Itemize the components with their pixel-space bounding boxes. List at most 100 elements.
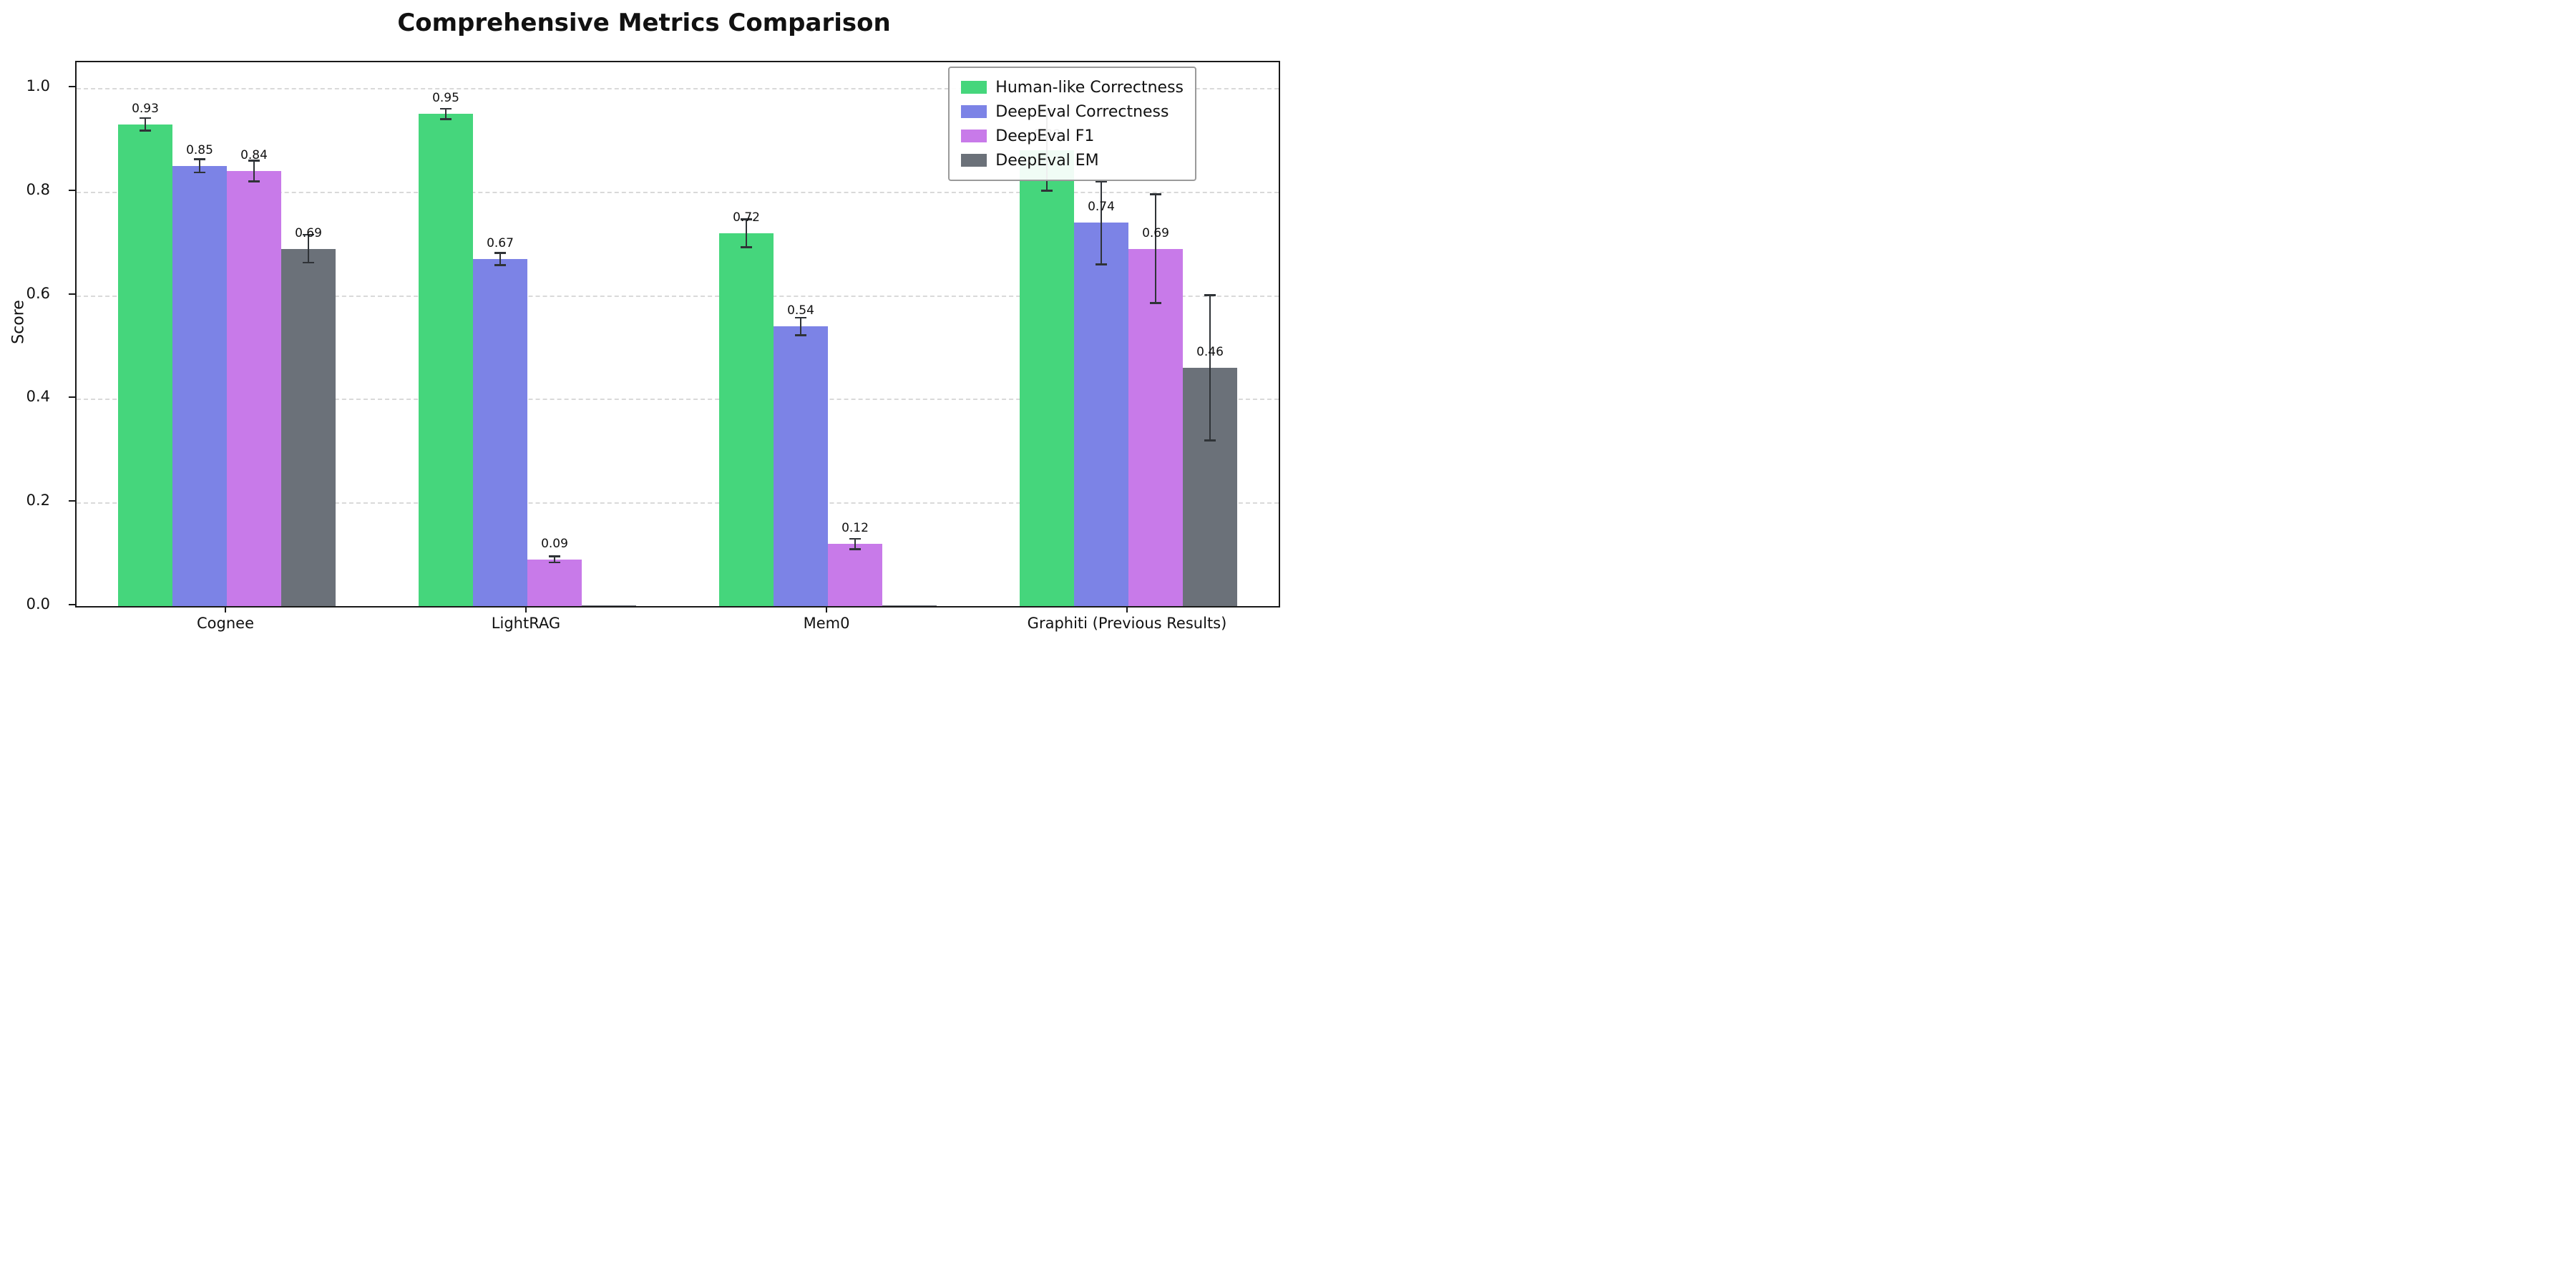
bar-value-label: 0.09 <box>541 536 568 551</box>
x-tick-label: Graphiti (Previous Results) <box>1027 615 1227 632</box>
legend-label: DeepEval F1 <box>995 127 1095 145</box>
x-tick-mark <box>1126 606 1128 613</box>
x-tick-mark <box>826 606 827 613</box>
gridline <box>77 88 1279 90</box>
error-bar-cap-top <box>741 218 752 220</box>
error-bar-cap-bottom <box>303 261 314 264</box>
error-bar-cap-bottom <box>440 118 452 120</box>
bar <box>1128 248 1183 606</box>
error-bar-line <box>854 538 857 550</box>
gridline <box>77 399 1279 401</box>
bar-value-label: 0.72 <box>733 210 760 225</box>
bar-value-label: 0.69 <box>1142 225 1169 240</box>
x-tick-label: LightRAG <box>491 615 561 632</box>
error-bar-cap-top <box>303 233 314 236</box>
error-bar-line <box>499 253 502 265</box>
y-axis-title: Score <box>9 300 28 344</box>
error-bar-line <box>1154 194 1157 303</box>
error-bar-cap-bottom <box>741 246 752 248</box>
y-tick-label: 0.4 <box>26 388 50 406</box>
error-bar-cap-bottom <box>795 334 806 336</box>
bar <box>419 114 473 606</box>
bar-value-label: 0.85 <box>186 142 213 157</box>
error-bar-line <box>799 317 802 336</box>
legend-swatch <box>961 154 987 167</box>
bar <box>118 124 172 606</box>
error-bar-line <box>198 159 201 173</box>
legend-swatch <box>961 130 987 142</box>
error-bar-line <box>444 109 447 119</box>
error-bar-cap-bottom <box>1150 302 1161 304</box>
bar <box>527 559 582 606</box>
error-bar-cap-top <box>494 252 506 254</box>
error-bar-cap-bottom <box>248 180 260 182</box>
x-tick-label: Cognee <box>197 615 254 632</box>
error-bar-cap-bottom <box>140 130 151 132</box>
error-bar-cap-bottom <box>849 548 861 550</box>
legend-item: DeepEval F1 <box>961 124 1184 148</box>
bar <box>828 544 882 606</box>
bar <box>1020 150 1074 606</box>
bar-value-label: 0.84 <box>240 148 268 162</box>
error-bar-line <box>553 556 556 563</box>
error-bar-line <box>1100 181 1103 265</box>
bar-value-label: 0.46 <box>1196 345 1224 360</box>
x-tick-mark <box>525 606 527 613</box>
y-tick-label: 0.8 <box>26 180 50 198</box>
error-bar-cap-top <box>849 537 861 540</box>
error-bar-line <box>144 118 147 131</box>
y-tick-mark <box>69 396 75 399</box>
legend: Human-like Correctness DeepEval Correctne… <box>948 67 1196 181</box>
x-tick-mark <box>225 606 226 613</box>
y-tick-mark <box>69 86 75 88</box>
error-bar-line <box>1209 295 1211 441</box>
y-tick-label: 0.6 <box>26 284 50 302</box>
error-bar-cap-top <box>194 158 205 160</box>
bar-value-label: 0.95 <box>432 91 459 106</box>
bar <box>281 248 336 606</box>
bar <box>1074 223 1128 606</box>
x-tick-label: Mem0 <box>803 615 850 632</box>
bar-value-label: 0.93 <box>132 101 159 116</box>
error-bar-cap-top <box>1096 180 1107 182</box>
error-bar-line <box>307 235 310 263</box>
bar-value-label: 0.54 <box>787 303 814 318</box>
legend-item: DeepEval EM <box>961 148 1184 172</box>
y-tick-mark <box>69 293 75 295</box>
error-bar-cap-bottom <box>549 561 560 564</box>
bar <box>172 165 227 606</box>
error-bar-cap-top <box>1150 193 1161 195</box>
chart-title: Comprehensive Metrics Comparison <box>397 9 891 37</box>
error-bar-cap-top <box>248 160 260 162</box>
error-bar-cap-bottom <box>1041 190 1053 192</box>
bar-value-label: 0.69 <box>295 225 322 240</box>
legend-label: DeepEval Correctness <box>995 102 1169 121</box>
y-tick-mark <box>69 604 75 605</box>
gridline <box>77 502 1279 504</box>
legend-label: DeepEval EM <box>995 151 1099 170</box>
bar <box>719 233 774 606</box>
figure: Comprehensive Metrics Comparison Score 0… <box>0 0 1288 644</box>
legend-label: Human-like Correctness <box>995 78 1184 97</box>
bar <box>473 259 527 606</box>
gridline <box>77 295 1279 297</box>
bar <box>882 605 937 606</box>
y-tick-label: 1.0 <box>26 77 50 95</box>
bar-value-label: 0.67 <box>487 236 514 251</box>
legend-swatch <box>961 81 987 94</box>
error-bar-cap-top <box>440 107 452 110</box>
bar <box>774 326 828 606</box>
y-tick-label: 0.0 <box>26 595 50 613</box>
error-bar-cap-top <box>795 316 806 319</box>
error-bar-line <box>745 219 748 248</box>
bar-value-label: 0.12 <box>841 521 869 536</box>
error-bar-cap-bottom <box>494 264 506 266</box>
legend-swatch <box>961 105 987 118</box>
error-bar-cap-bottom <box>194 171 205 174</box>
gridline <box>77 191 1279 193</box>
error-bar-cap-bottom <box>1204 439 1216 441</box>
bar-value-label: 0.74 <box>1088 200 1115 215</box>
bar <box>582 605 636 606</box>
error-bar-cap-top <box>1204 294 1216 296</box>
y-tick-mark <box>69 189 75 191</box>
